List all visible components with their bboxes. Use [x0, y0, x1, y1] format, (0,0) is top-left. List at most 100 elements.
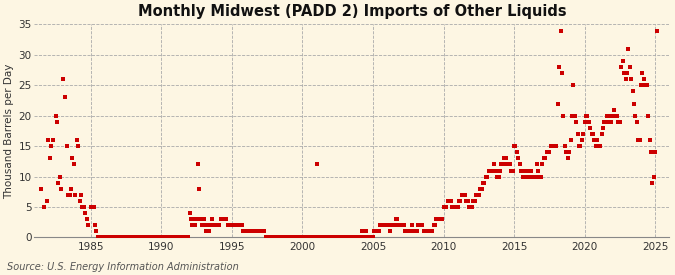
Point [477, 186, 487, 191]
Point [593, 144, 604, 148]
Point [321, 235, 332, 240]
Point [575, 144, 586, 148]
Point [620, 77, 631, 81]
Point [43, 138, 54, 142]
Point [446, 199, 456, 203]
Point [452, 205, 463, 209]
Point [414, 223, 425, 227]
Point [466, 205, 477, 209]
Point [94, 235, 105, 240]
Point [315, 235, 326, 240]
Point [576, 138, 587, 142]
Point [81, 217, 92, 221]
Point [155, 235, 165, 240]
Point [605, 120, 616, 124]
Point [267, 235, 278, 240]
Point [225, 223, 236, 227]
Point [544, 150, 555, 155]
Point [609, 108, 620, 112]
Point [619, 71, 630, 75]
Point [177, 235, 188, 240]
Point [455, 199, 466, 203]
Point [46, 144, 57, 148]
Point [262, 235, 273, 240]
Point [381, 223, 392, 227]
Point [143, 235, 154, 240]
Point [362, 235, 373, 240]
Point [115, 235, 126, 240]
Point [245, 229, 256, 233]
Point [122, 235, 133, 240]
Point [479, 180, 490, 185]
Point [113, 235, 124, 240]
Point [74, 199, 85, 203]
Point [42, 199, 53, 203]
Point [502, 162, 512, 167]
Point [470, 192, 481, 197]
Point [214, 223, 225, 227]
Point [612, 114, 622, 118]
Point [566, 114, 577, 118]
Point [533, 168, 543, 173]
Point [77, 205, 88, 209]
Point [587, 132, 597, 136]
Point [543, 150, 554, 155]
Point [153, 235, 164, 240]
Point [354, 235, 364, 240]
Point [242, 229, 253, 233]
Point [223, 223, 234, 227]
Point [613, 120, 624, 124]
Point [165, 235, 176, 240]
Point [345, 235, 356, 240]
Point [80, 211, 90, 215]
Point [473, 192, 484, 197]
Point [104, 235, 115, 240]
Point [352, 235, 363, 240]
Y-axis label: Thousand Barrels per Day: Thousand Barrels per Day [4, 63, 14, 199]
Point [182, 235, 192, 240]
Point [98, 235, 109, 240]
Point [318, 235, 329, 240]
Point [302, 235, 313, 240]
Point [183, 235, 194, 240]
Point [603, 114, 614, 118]
Point [535, 174, 546, 179]
Point [265, 235, 275, 240]
Point [139, 235, 150, 240]
Point [132, 235, 142, 240]
Point [56, 186, 67, 191]
Point [560, 144, 570, 148]
Point [294, 235, 305, 240]
Point [485, 168, 495, 173]
Point [215, 217, 226, 221]
Point [495, 168, 506, 173]
Point [227, 223, 238, 227]
Point [244, 229, 254, 233]
Point [208, 223, 219, 227]
Point [173, 235, 184, 240]
Point [281, 235, 292, 240]
Text: Source: U.S. Energy Information Administration: Source: U.S. Energy Information Administ… [7, 262, 238, 272]
Point [135, 235, 146, 240]
Point [88, 205, 99, 209]
Point [186, 217, 196, 221]
Point [230, 223, 240, 227]
Point [231, 223, 242, 227]
Point [61, 144, 72, 148]
Point [513, 156, 524, 161]
Point [39, 205, 50, 209]
Point [650, 150, 661, 155]
Point [332, 235, 343, 240]
Point [644, 138, 655, 142]
Point [618, 59, 628, 63]
Point [57, 77, 68, 81]
Point [547, 144, 558, 148]
Point [392, 217, 402, 221]
Point [647, 180, 657, 185]
Point [569, 114, 580, 118]
Point [499, 156, 510, 161]
Point [530, 174, 541, 179]
Point [196, 217, 207, 221]
Point [290, 235, 301, 240]
Point [379, 223, 389, 227]
